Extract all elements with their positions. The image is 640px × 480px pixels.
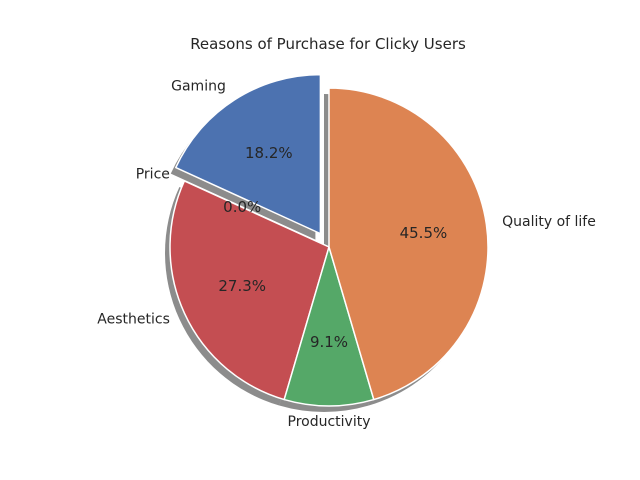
slice-label-price: Price	[136, 166, 170, 182]
slice-label-aesthetics: Aesthetics	[97, 312, 170, 328]
slice-label-gaming: Gaming	[171, 78, 226, 94]
slice-percent-aesthetics: 27.3%	[218, 277, 266, 295]
slice-percent-price: 0.0%	[223, 198, 261, 216]
slice-gaming	[175, 73, 322, 235]
chart-title: Reasons of Purchase for Clicky Users	[190, 35, 466, 53]
slice-percent-quality-of-life: 45.5%	[400, 224, 448, 242]
slice-label-productivity: Productivity	[288, 414, 371, 430]
slice-aesthetics	[169, 180, 330, 401]
slice-percent-productivity: 9.1%	[310, 333, 348, 351]
slice-labels: Gaming Price Aesthetics Productivity Quality…	[97, 78, 596, 429]
slice-percent-gaming: 18.2%	[245, 144, 293, 162]
slices	[169, 73, 489, 407]
slice-quality-of-life	[328, 87, 489, 401]
slice-percent-labels: 18.2% 0.0% 27.3% 9.1% 45.5%	[218, 144, 447, 351]
slice-productivity	[283, 246, 375, 407]
slice-label-quality-of-life: Quality of life	[502, 214, 596, 230]
